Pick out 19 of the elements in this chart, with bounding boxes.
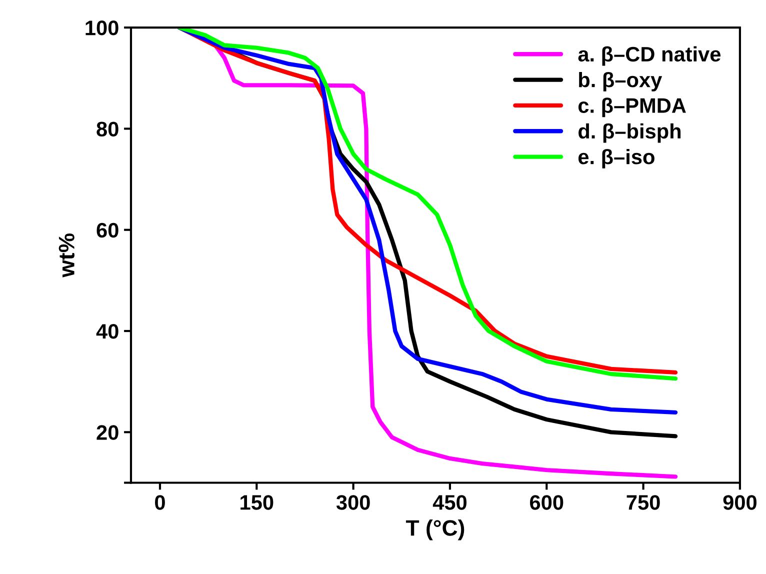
legend-label: e. β–iso [578, 148, 654, 168]
x-tick-label: 150 [240, 495, 274, 510]
x-tick-label: 750 [626, 495, 660, 510]
x-axis-title: T (°C) [406, 520, 464, 540]
legend-label: b. β–oxy [579, 72, 662, 92]
legend-label: a. β–CD native [578, 46, 721, 66]
y-tick-label: 20 [96, 425, 118, 440]
legend-label: c. β–PMDA [578, 98, 686, 118]
x-tick-label: 450 [432, 495, 466, 510]
y-axis-title: wt% [58, 234, 74, 278]
x-tick-label: 300 [336, 495, 370, 510]
x-tick-label: 600 [530, 495, 564, 510]
y-tick-label: 100 [86, 20, 118, 36]
y-tick-label: 80 [96, 122, 118, 136]
y-tick-label: 60 [96, 222, 118, 238]
y-tick-label: 40 [96, 324, 118, 339]
x-tick-label: 900 [723, 495, 756, 510]
legend-label: d. β–bisph [578, 123, 681, 143]
x-tick-label: 0 [155, 495, 165, 510]
